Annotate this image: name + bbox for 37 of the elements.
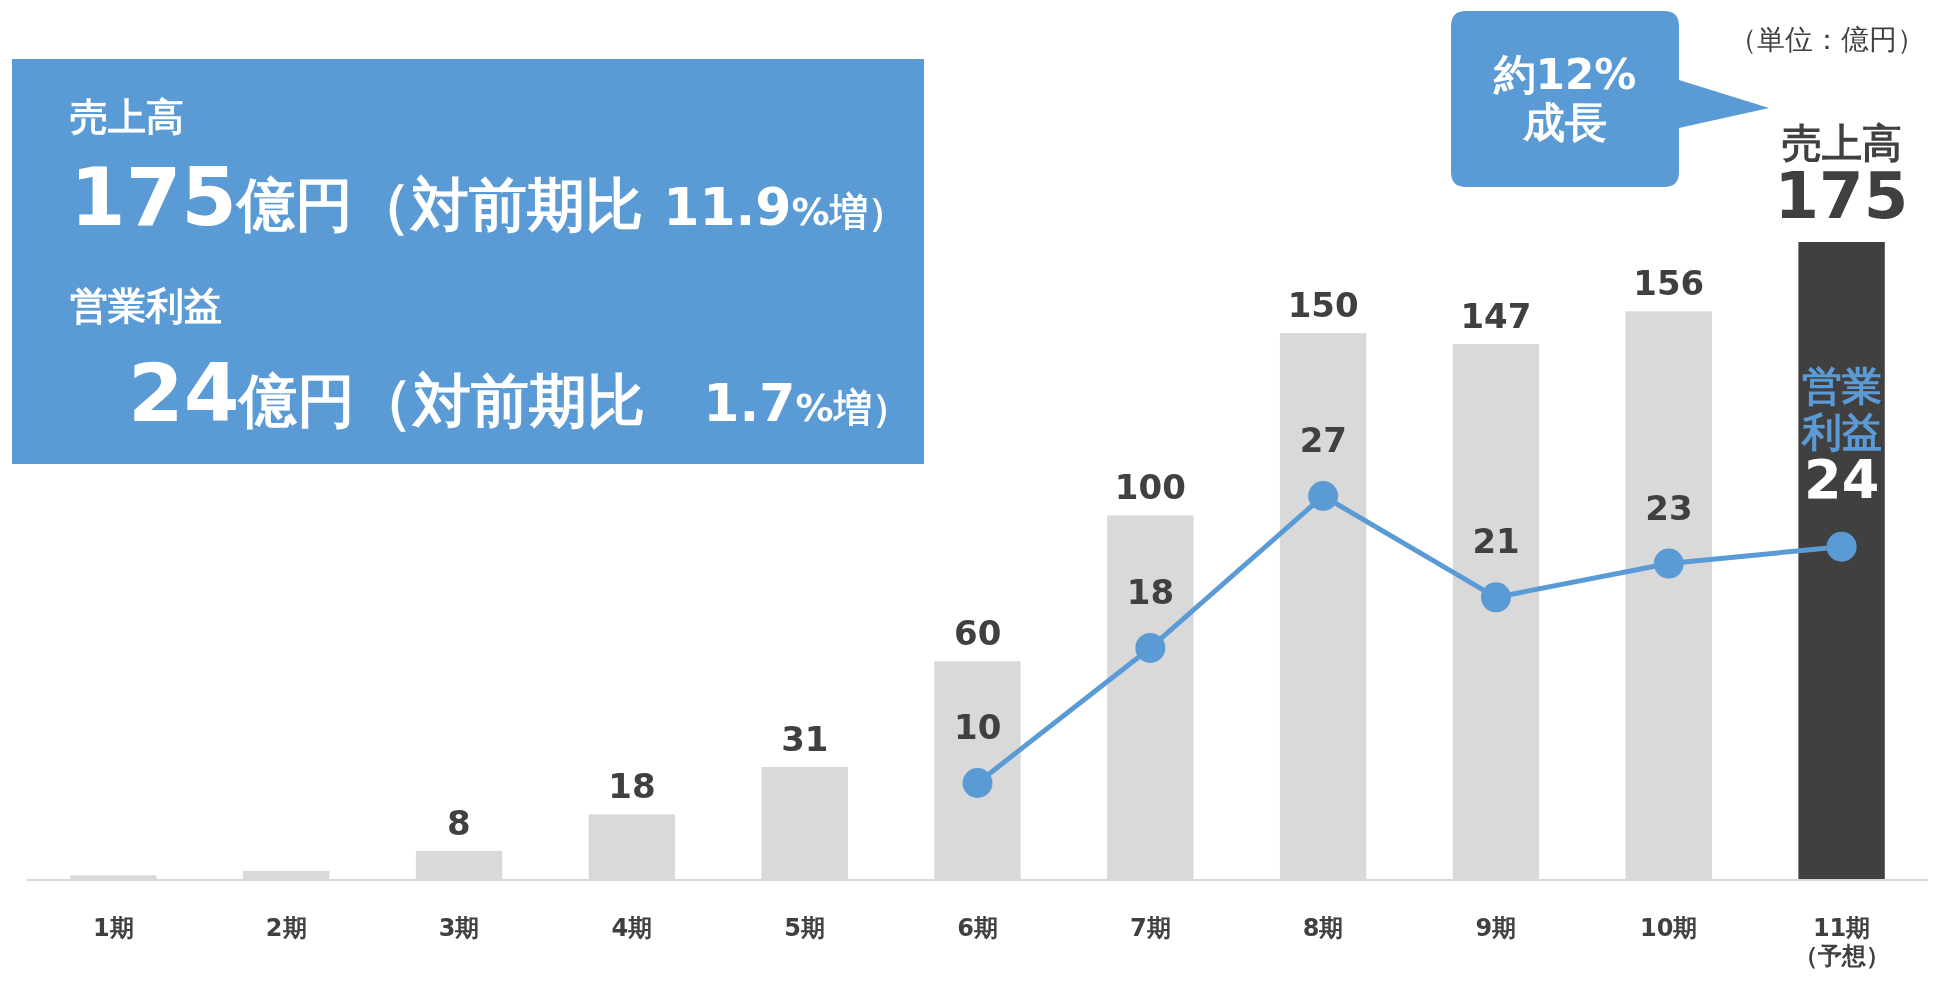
data-label: 150 <box>1287 285 1359 326</box>
point <box>1653 548 1684 579</box>
x-tick-label: 3期 <box>437 914 481 943</box>
data-label: 10 <box>954 707 1002 748</box>
text: 約12%成長 <box>1492 49 1638 148</box>
data-label: 23 <box>1645 487 1693 528</box>
x-tick-label: 1期 <box>92 914 135 943</box>
point <box>962 768 993 798</box>
x-tick-label: 5期 <box>783 914 826 943</box>
data-label: 18 <box>1126 571 1175 613</box>
data-label: 100 <box>1114 467 1186 508</box>
data-label: 21 <box>1472 521 1520 562</box>
data-label: 31 <box>781 718 829 760</box>
x-tick-label: 2期 <box>264 914 308 943</box>
x-tick-label: 7期 <box>1128 914 1172 943</box>
data-label: 60 <box>954 613 1002 654</box>
text: （単位：億円） <box>1729 23 1925 57</box>
data-label: 147 <box>1460 296 1532 337</box>
data-label: 27 <box>1299 420 1347 461</box>
x-tick-label: 6期 <box>956 914 999 943</box>
annotation: 営業利益 <box>70 284 222 329</box>
data-label: 18 <box>608 766 656 807</box>
annotation: 175億円（対前期比 11.9%増） <box>70 151 906 244</box>
x-tick-label: 9期 <box>1474 914 1518 943</box>
data-label: 8 <box>447 802 471 843</box>
point <box>1826 531 1857 562</box>
x-tick-label: 10期 <box>1639 914 1699 943</box>
x-tick-label: 11期（予想） <box>1793 914 1890 971</box>
annotation: 24億円（対前期比 1.7%増） <box>128 347 910 440</box>
x-tick-label: 4期 <box>610 914 654 943</box>
bar <box>1798 242 1885 880</box>
point <box>1480 582 1511 613</box>
data-label: 156 <box>1633 263 1705 304</box>
x-tick-label: 8期 <box>1301 914 1345 943</box>
text: 売上高 <box>70 95 184 140</box>
point <box>1308 481 1339 511</box>
point <box>1135 632 1166 663</box>
